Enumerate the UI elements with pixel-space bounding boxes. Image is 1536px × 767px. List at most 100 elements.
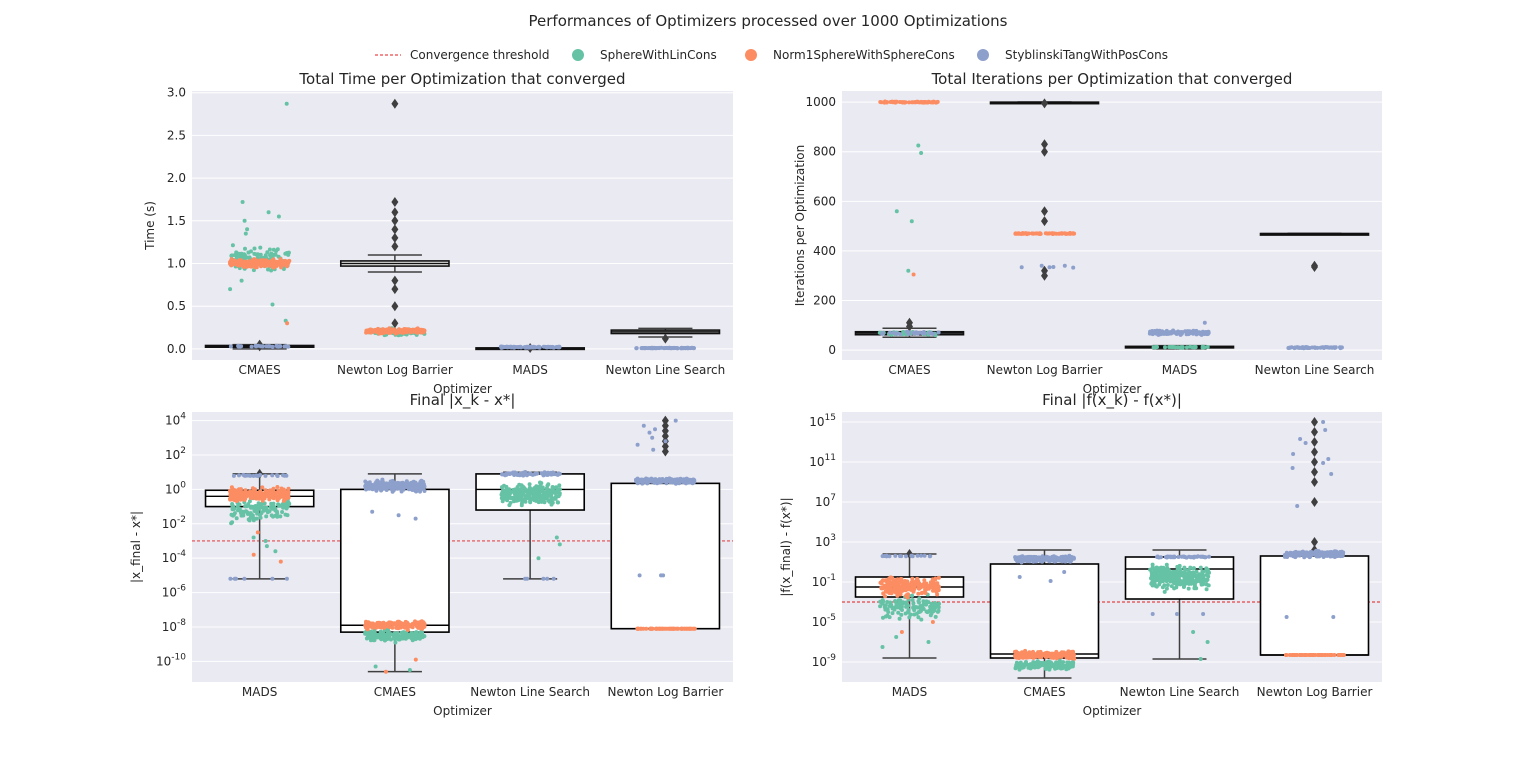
data-point [894,99,899,104]
data-point [1284,653,1289,657]
data-point [905,595,910,600]
data-point [933,614,938,619]
data-point [553,496,558,501]
data-point [1326,457,1331,461]
data-point [287,258,292,263]
data-point [231,512,236,517]
data-point [408,481,412,486]
data-point [1068,231,1072,235]
data-point [530,472,535,477]
data-point [407,668,412,672]
data-point [1287,653,1292,657]
data-point [936,330,941,335]
data-point [264,544,269,549]
data-point [690,479,695,484]
data-point [1298,437,1303,441]
data-point [1323,653,1328,657]
legend-item: SphereWithLinCons [572,48,717,62]
data-point [922,578,927,583]
data-point [557,491,562,496]
data-point [556,471,561,476]
data-point [286,500,291,505]
data-point [1070,656,1075,661]
flier [1311,437,1318,447]
data-point [653,427,657,432]
flier [1311,537,1318,547]
legend-marker-circle [977,49,989,61]
boxplot-newton-log-barrier [339,98,450,337]
data-point [286,486,291,491]
data-point [1198,554,1203,559]
data-point [1157,582,1162,587]
data-point [653,626,658,631]
data-point [1167,577,1172,582]
data-point [1194,569,1199,574]
legend-label: SphereWithLinCons [600,48,717,62]
data-point [239,278,244,283]
data-point [1191,345,1196,350]
data-point [636,626,641,631]
data-point [1164,562,1169,567]
data-point [1062,570,1067,574]
data-point [243,488,248,493]
y-tick-label: 10-6 [162,584,187,600]
boxplot-newton-log-barrier [610,415,721,630]
data-point [381,620,386,625]
data-point [525,576,530,581]
data-point [526,488,531,493]
data-point [650,435,655,440]
data-point [1321,420,1326,424]
data-point [647,478,652,483]
data-point [930,577,935,582]
data-point [1335,553,1339,557]
data-point [887,554,892,559]
data-point [284,101,289,106]
strip-newton-log-barrier [1282,420,1346,657]
data-point [552,472,557,477]
data-point [538,480,542,485]
data-point [909,219,914,224]
data-point [260,344,265,349]
data-point [899,100,904,105]
data-point [261,508,266,513]
data-point [1305,552,1310,557]
data-point [276,502,281,507]
data-point [893,553,898,558]
data-point [1046,654,1051,659]
data-point [1164,579,1169,584]
data-point [1149,576,1153,581]
data-point [511,487,516,492]
data-point [1195,331,1200,336]
strip-newton-log-barrier [634,418,697,631]
data-point [518,344,523,349]
data-point [917,586,922,591]
y-tick-label: 10-2 [162,515,186,531]
data-point [382,485,387,490]
data-point [377,331,382,336]
data-point [1302,653,1307,657]
data-point [896,610,901,615]
data-point [898,577,903,581]
data-point [635,476,640,481]
data-point [920,331,925,336]
box [1259,555,1370,656]
panels: 0.0 0.5 1.0 1.5 2.0 2.5 3.0 CMAES Newton Log Bar… [129,70,1382,718]
data-point [898,332,903,337]
data-point [415,330,420,335]
data-point [285,321,290,326]
data-point [1017,667,1022,672]
data-point [906,330,911,335]
data-point [368,629,373,634]
data-point [418,489,422,494]
y-axis-label: Time (s) [143,201,157,251]
data-point [251,535,256,540]
flier [391,275,399,286]
data-point [269,495,274,500]
data-point [557,542,562,547]
data-point [1154,331,1159,335]
data-point [1293,555,1298,560]
data-point [388,620,393,625]
data-point [254,473,259,478]
data-point [412,487,417,492]
data-point [410,329,415,334]
